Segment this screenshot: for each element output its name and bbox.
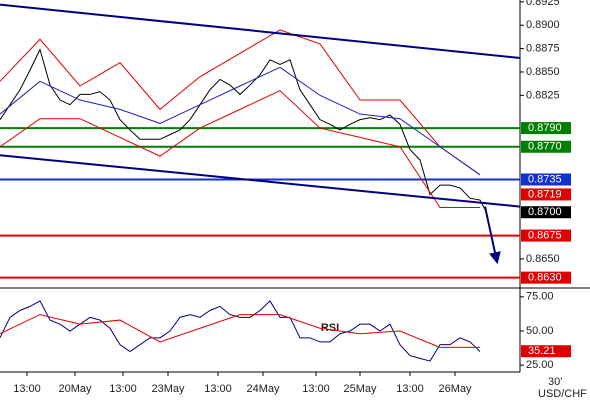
y-tick-label: 0.8650 [526, 253, 560, 265]
level-box [521, 122, 571, 135]
level-box [521, 345, 571, 358]
level-label: 0.8675 [528, 229, 562, 241]
x-tick-label: 13:00 [396, 383, 424, 395]
level-label: 0.8770 [528, 141, 562, 153]
level-box [521, 140, 571, 153]
level-label: 0.8719 [528, 188, 562, 200]
trend-line [0, 154, 521, 208]
y-tick-label: 0.8900 [526, 19, 560, 31]
price-line [0, 66, 481, 176]
y-tick-label: 25.00 [526, 359, 554, 371]
level-label: 0.8790 [528, 122, 562, 134]
y-tick-label: 0.8850 [526, 66, 560, 78]
y-tick-label: 75.00 [526, 291, 554, 303]
level-box [521, 271, 571, 284]
price-line [0, 90, 480, 209]
level-box [521, 229, 571, 242]
x-tick-label: 26May [438, 383, 472, 395]
x-tick-label: 13:00 [13, 383, 41, 395]
x-tick-label: 13:00 [302, 383, 330, 395]
x-tick-label: 13:00 [109, 383, 137, 395]
level-label: 0.8630 [528, 272, 562, 284]
price-line [0, 314, 480, 348]
timeframe: 30' [548, 376, 562, 388]
level-box [521, 173, 571, 186]
level-label: 0.8700 [528, 206, 562, 218]
price-line [0, 48, 486, 210]
x-tick-label: 24May [246, 383, 280, 395]
level-box [521, 206, 571, 219]
x-tick-label: 25May [343, 383, 377, 395]
price-line [0, 29, 481, 176]
y-tick-label: 0.8925 [526, 0, 560, 8]
level-box [521, 188, 571, 201]
trend-line [0, 3, 521, 59]
x-tick-label: 20May [58, 383, 92, 395]
arrow [484, 206, 501, 265]
y-tick-label: 0.8875 [526, 43, 560, 55]
level-label: 0.8735 [528, 173, 562, 185]
level-label: 35.21 [528, 345, 556, 357]
indicator-label: RSI [321, 322, 339, 334]
symbol: USD/CHF [538, 388, 587, 400]
y-tick-label: 0.8825 [526, 89, 560, 101]
x-tick-label: 23May [151, 383, 185, 395]
y-tick-label: 50.00 [526, 325, 554, 337]
x-tick-label: 13:00 [204, 383, 232, 395]
